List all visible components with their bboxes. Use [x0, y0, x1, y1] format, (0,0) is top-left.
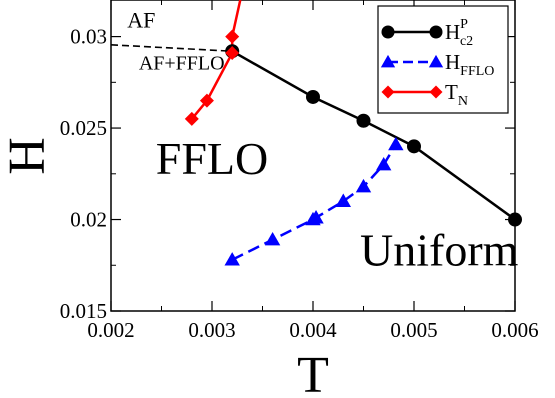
- y-axis-label: H: [0, 137, 56, 175]
- legend-label-sub: c2: [460, 34, 473, 49]
- y-tick-label: 0.025: [60, 116, 107, 140]
- hfflo-point: [376, 157, 391, 170]
- legend-box: [378, 6, 508, 113]
- x-tick-label: 0.003: [188, 318, 235, 342]
- legend-label-base: T: [445, 80, 458, 104]
- tn-point: [225, 30, 239, 44]
- x-axis-label: T: [297, 347, 329, 398]
- legend-label-base: H: [445, 20, 460, 44]
- region-label: AF+FFLO: [139, 53, 225, 75]
- hfflo-point: [225, 252, 240, 265]
- legend-label-base: H: [445, 50, 460, 74]
- x-tick-label: 0.005: [390, 318, 437, 342]
- hc2-point: [407, 139, 421, 153]
- hc2-point: [357, 114, 371, 128]
- af_boundary-line: [111, 45, 232, 51]
- hfflo-point: [336, 194, 351, 207]
- region-label: FFLO: [156, 133, 268, 184]
- legend-label-sub: N: [458, 94, 468, 109]
- hfflo-point: [356, 179, 371, 192]
- region-label: AF: [127, 7, 155, 32]
- y-tick-label: 0.02: [70, 208, 107, 232]
- legend-marker: [430, 26, 443, 39]
- hfflo-point: [265, 232, 280, 245]
- legend-marker: [382, 26, 395, 39]
- y-tick-label: 0.03: [70, 25, 107, 49]
- region-label: Uniform: [360, 224, 519, 275]
- y-tick-label: 0.015: [60, 299, 107, 323]
- legend-label-sup: P: [460, 17, 468, 32]
- legend-label-sub: FFLO: [460, 64, 494, 79]
- x-tick-label: 0.004: [289, 318, 337, 342]
- x-tick-label: 0.006: [491, 318, 538, 342]
- hc2-point: [306, 90, 320, 104]
